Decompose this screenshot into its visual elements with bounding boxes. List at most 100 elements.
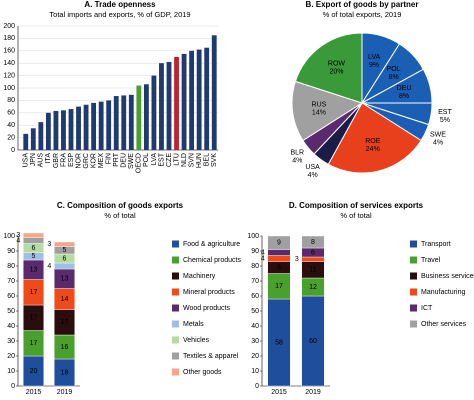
legend-label: Business services [421, 273, 474, 280]
bar [211, 35, 217, 150]
slice-value-label: 20% [329, 69, 343, 76]
x-tick-label: KOR [90, 153, 97, 168]
y-tick-label: 60 [7, 110, 15, 117]
legend-swatch [410, 304, 417, 312]
x-tick-label: POL [143, 153, 150, 167]
legend-label: Wood products [183, 305, 230, 312]
legend-swatch [172, 240, 179, 248]
y-tick-label: 0 [11, 147, 15, 154]
data-label: 17 [275, 283, 283, 290]
y-tick-label: 100 [3, 233, 15, 240]
bar-segment [267, 235, 291, 250]
y-tick-label: 140 [3, 60, 15, 67]
slice-label: SWE [430, 132, 446, 139]
legend-label: Transport [421, 241, 451, 248]
y-tick-label: 20 [251, 353, 259, 360]
slice-label: BLR [290, 149, 304, 156]
x-tick-label: 2015 [271, 389, 287, 396]
legend-label: Textiles & apparel [183, 353, 239, 360]
y-tick-label: 40 [7, 122, 15, 129]
data-label: 14 [61, 296, 69, 303]
legend-swatch [410, 256, 417, 264]
data-label: 6 [32, 245, 36, 252]
slice-label: POL [387, 66, 401, 73]
x-tick-label: CZE [166, 153, 173, 167]
bar [30, 128, 36, 150]
bar [166, 61, 172, 150]
legend-swatch [172, 352, 179, 360]
slice-value-label: 4% [292, 157, 302, 164]
data-label: 20 [30, 368, 38, 375]
y-tick-label: 0 [255, 383, 259, 390]
y-tick-label: 10 [7, 368, 15, 375]
chart-subtitle: % of total exports, 2019 [323, 10, 402, 19]
bar [159, 63, 164, 151]
legend-label: Travel [421, 257, 441, 264]
y-tick-label: 80 [7, 263, 15, 270]
data-label: 4 [261, 255, 265, 262]
slice-value-label: 9% [369, 62, 379, 69]
bar [196, 49, 202, 151]
x-tick-label: DEU [121, 153, 128, 168]
data-label: 8 [311, 239, 315, 246]
bar-segment [54, 262, 75, 270]
x-tick-label: PRT [113, 152, 120, 167]
legend-swatch [172, 320, 179, 328]
legend-label: Chemical products [183, 257, 241, 264]
y-tick-label: 80 [251, 263, 259, 270]
bar [98, 101, 104, 150]
data-label: 4 [261, 249, 265, 256]
x-tick-label: USA [23, 153, 30, 168]
legend-swatch [172, 368, 179, 376]
slice-label: LVA [368, 54, 381, 61]
legend-swatch [172, 288, 179, 296]
pie-slice [291, 80, 364, 142]
x-tick-label: JPN [30, 153, 37, 166]
data-label: 58 [275, 339, 283, 346]
data-label: 5 [32, 253, 36, 260]
y-tick-label: 10 [251, 368, 259, 375]
bar-segment [301, 256, 325, 262]
legend-swatch [172, 304, 179, 312]
legend-swatch [172, 336, 179, 344]
slice-label: EST [438, 109, 452, 116]
chart-subtitle: Total imports and exports, % of GDP, 201… [49, 10, 190, 19]
data-label: 13 [30, 267, 38, 274]
legend-label: Manufacturing [421, 289, 465, 296]
x-tick-label: 2019 [305, 389, 321, 396]
y-tick-label: 100 [247, 233, 259, 240]
bar [45, 112, 51, 150]
y-tick-label: 70 [251, 278, 259, 285]
chart-title: B. Export of goods by partner [306, 0, 419, 9]
pie-slice [327, 102, 422, 174]
x-tick-label: LTU [173, 153, 180, 166]
slice-value-label: 8% [399, 93, 409, 100]
pie-slice [294, 32, 363, 104]
x-tick-label: EST [158, 152, 165, 166]
y-tick-label: 90 [7, 248, 15, 255]
x-tick-label: 2019 [57, 389, 73, 396]
x-tick-label: ITA [45, 153, 52, 164]
bar [136, 85, 142, 150]
y-tick-label: 50 [7, 308, 15, 315]
x-tick-label: GBR [53, 153, 60, 168]
y-tick-label: 40 [251, 323, 259, 330]
chart-subtitle: % of total [340, 211, 372, 220]
legend-label: Metals [183, 321, 204, 328]
legend-label: Vehicles [183, 337, 210, 344]
x-tick-label: OECD [136, 153, 143, 173]
y-tick-label: 100 [3, 85, 15, 92]
slice-value-label: 4% [433, 140, 443, 147]
bar-segment [301, 235, 325, 249]
y-tick-label: 60 [251, 293, 259, 300]
slice-label: DEU [397, 85, 412, 92]
x-tick-label: AUS [38, 153, 45, 168]
data-label: 9 [277, 240, 281, 247]
bar [151, 75, 157, 150]
y-tick-label: 0 [11, 383, 15, 390]
bar-segment [23, 232, 44, 238]
bar [143, 84, 149, 150]
slice-value-label: 4% [308, 172, 318, 179]
data-label: 4 [47, 263, 51, 270]
data-label: 4 [16, 237, 20, 244]
